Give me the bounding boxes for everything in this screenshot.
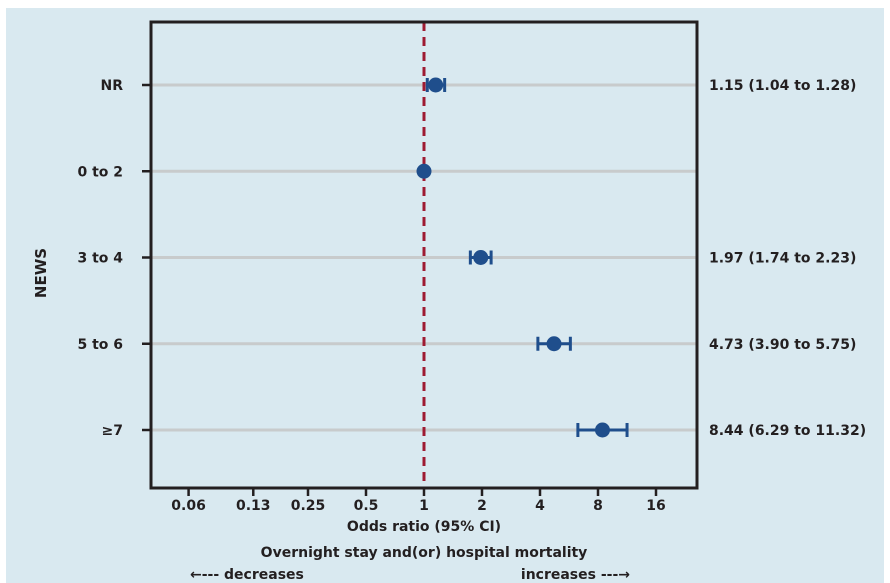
estimate-label: 4.73 (3.90 to 5.75) <box>709 337 856 353</box>
x-tick-label: 1 <box>419 498 429 514</box>
y-tick-label: NR <box>101 78 124 94</box>
y-axis: NR 0 to 2 3 to 4 5 to 6 ≥7 <box>77 78 151 439</box>
figure-background <box>6 8 884 583</box>
estimate-point <box>428 77 444 93</box>
x-tick-label: 4 <box>535 498 545 514</box>
x-tick-label: 0.25 <box>291 498 326 514</box>
estimate-label: 1.15 (1.04 to 1.28) <box>709 78 856 94</box>
estimate-point <box>473 250 489 265</box>
x-tick-label: 8 <box>593 498 603 514</box>
estimate-values: 1.15 (1.04 to 1.28) 1.97 (1.74 to 2.23) 4.… <box>709 78 866 439</box>
y-axis-title: NEWS <box>32 248 50 298</box>
outcome-label: Overnight stay and(or) hospital mortalit… <box>261 545 588 561</box>
y-tick-label: ≥7 <box>102 423 123 439</box>
x-axis: 0.06 0.13 0.25 0.5 1 2 4 8 16 <box>171 488 666 514</box>
x-axis-title: Odds ratio (95% CI) <box>347 519 501 535</box>
estimate-point <box>546 336 562 352</box>
y-tick-label: 0 to 2 <box>77 164 123 180</box>
y-tick-label: 5 to 6 <box>77 337 123 353</box>
x-tick-label: 16 <box>646 498 665 514</box>
x-tick-label: 0.5 <box>354 498 379 514</box>
estimate-label: 1.97 (1.74 to 2.23) <box>709 251 856 267</box>
estimate-point <box>594 422 610 438</box>
x-tick-label: 2 <box>477 498 487 514</box>
x-tick-label: 0.06 <box>171 498 206 514</box>
increases-label: increases ---→ <box>521 567 630 583</box>
y-tick-label: 3 to 4 <box>77 251 123 267</box>
estimate-label: 8.44 (6.29 to 11.32) <box>709 423 866 439</box>
decreases-label: ←--- decreases <box>190 567 304 583</box>
estimates <box>416 77 629 438</box>
estimate-point <box>416 163 432 179</box>
x-tick-label: 0.13 <box>236 498 271 514</box>
